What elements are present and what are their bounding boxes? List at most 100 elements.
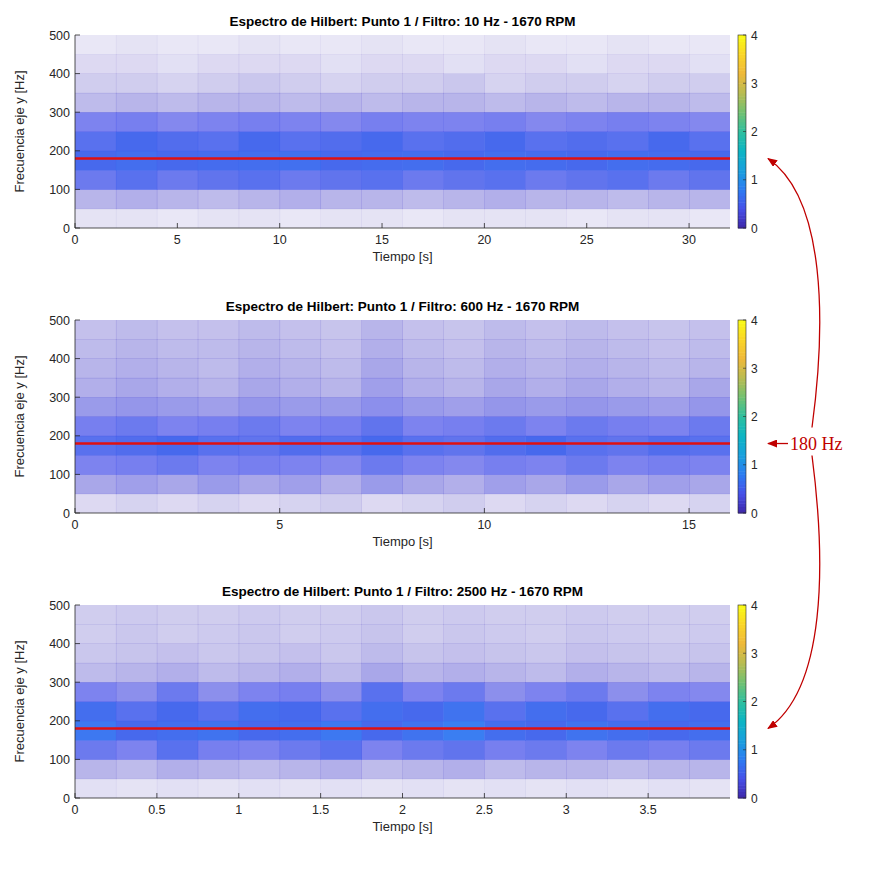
colorbar-tick-label: 0	[751, 792, 758, 806]
cell	[362, 189, 403, 209]
y-tick-label: 200	[49, 429, 70, 443]
colorbar-tick	[743, 131, 746, 132]
cell	[484, 378, 525, 398]
cell	[198, 209, 239, 228]
cell	[648, 682, 689, 702]
colorbar-slice	[738, 141, 746, 145]
colorbar-slice	[738, 378, 746, 382]
cell	[689, 779, 730, 798]
cell	[157, 54, 198, 74]
cell	[321, 474, 362, 494]
reference-line	[75, 727, 730, 730]
cell	[689, 320, 730, 340]
cell	[525, 151, 566, 171]
cell	[443, 663, 484, 683]
plot-background	[75, 35, 730, 228]
cell	[607, 93, 648, 113]
cell	[198, 740, 239, 760]
colorbar-slice	[738, 215, 746, 219]
colorbar-slice	[738, 99, 746, 103]
cell	[443, 624, 484, 644]
cell	[116, 436, 157, 456]
colorbar-slice	[738, 359, 746, 363]
colorbar-slice	[738, 186, 746, 190]
x-tick-label: 0.5	[148, 803, 165, 817]
x-axis-title: Tiempo [s]	[372, 534, 432, 549]
cell	[403, 494, 444, 513]
colorbar-slice	[738, 189, 746, 193]
cell	[607, 359, 648, 379]
colorbar-slice	[738, 388, 746, 392]
cell	[198, 644, 239, 664]
cell	[157, 644, 198, 664]
cell	[239, 189, 280, 209]
cell	[362, 35, 403, 55]
cell	[321, 112, 362, 132]
cell	[525, 644, 566, 664]
cell	[689, 54, 730, 74]
x-tick-label: 15	[375, 233, 389, 247]
cell	[566, 170, 607, 190]
cell	[525, 132, 566, 152]
cell	[157, 74, 198, 94]
colorbar-tick-label: 3	[751, 362, 758, 376]
cell	[239, 74, 280, 94]
colorbar-slice	[738, 468, 746, 472]
cell	[525, 93, 566, 113]
cell	[362, 455, 403, 475]
colorbar-tick	[743, 368, 746, 369]
colorbar-tick-label: 2	[751, 695, 758, 709]
y-axis-title: Frecuencia eje y [Hz]	[12, 70, 27, 192]
cell	[443, 605, 484, 625]
reference-line	[75, 442, 730, 445]
colorbar-slice	[738, 423, 746, 427]
cell	[484, 644, 525, 664]
cell	[403, 644, 444, 664]
cell	[443, 35, 484, 55]
cell	[239, 35, 280, 55]
cell	[157, 132, 198, 152]
cell	[607, 624, 648, 644]
cell	[280, 397, 321, 417]
colorbar-slice	[738, 788, 746, 792]
cell	[116, 35, 157, 55]
cell	[157, 170, 198, 190]
cell	[566, 605, 607, 625]
colorbar-slice	[738, 711, 746, 715]
colorbar-slice	[738, 384, 746, 388]
x-tick-label: 0	[72, 518, 79, 532]
cell	[75, 779, 116, 798]
cell	[566, 682, 607, 702]
cell	[239, 112, 280, 132]
x-tick-label: 3	[563, 803, 570, 817]
cell	[157, 209, 198, 228]
cell	[321, 702, 362, 722]
cell	[116, 320, 157, 340]
cell	[484, 112, 525, 132]
cell	[75, 494, 116, 513]
cell	[403, 378, 444, 398]
cell	[362, 474, 403, 494]
colorbar-tick	[743, 605, 746, 606]
colorbar-slice	[738, 132, 746, 136]
colorbar-slice	[738, 96, 746, 100]
cell	[689, 455, 730, 475]
colorbar-slice	[738, 45, 746, 49]
cell	[607, 474, 648, 494]
cell	[607, 112, 648, 132]
cell	[607, 417, 648, 437]
x-tick	[484, 793, 485, 798]
x-tick-label: 0	[72, 233, 79, 247]
cell	[607, 339, 648, 359]
cell	[403, 740, 444, 760]
colorbar-slice	[738, 135, 746, 139]
cell	[403, 132, 444, 152]
colorbar-slice	[738, 212, 746, 216]
colorbar-slice	[738, 122, 746, 126]
colorbar-slice	[738, 618, 746, 622]
cell	[280, 74, 321, 94]
colorbar-slice	[738, 77, 746, 81]
colorbar-slice	[738, 119, 746, 123]
colorbar-tick-label: 0	[751, 507, 758, 521]
cell	[648, 494, 689, 513]
